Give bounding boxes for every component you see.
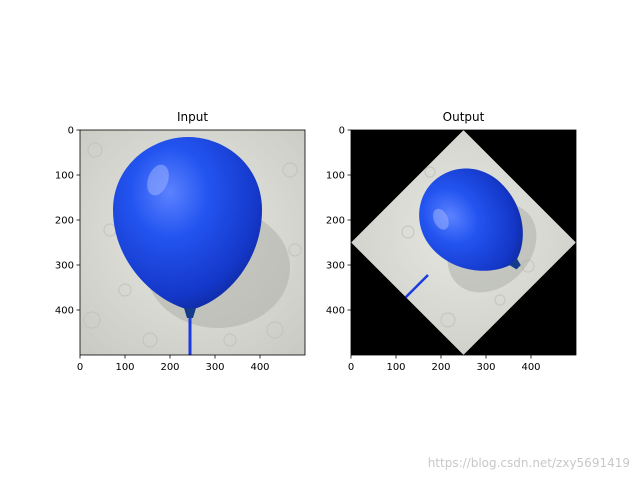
output-xtick-label: 100 bbox=[386, 362, 405, 373]
output-axis-ticks: 0 100 200 300 400 0 100 200 300 400 bbox=[326, 126, 541, 374]
input-panel: Input 0 100 200 300 400 0 100 200 300 400 bbox=[55, 110, 306, 374]
input-ytick-label: 0 bbox=[68, 126, 74, 137]
input-xtick-label: 100 bbox=[115, 362, 134, 373]
input-ytick-label: 100 bbox=[55, 171, 74, 182]
output-xtick-label: 200 bbox=[431, 362, 450, 373]
output-frame bbox=[350, 129, 577, 356]
input-xtick-label: 400 bbox=[250, 362, 269, 373]
input-xtick-label: 200 bbox=[160, 362, 179, 373]
output-panel: Output 0 100 200 300 400 0 100 200 300 400 bbox=[326, 110, 577, 374]
output-title: Output bbox=[443, 110, 485, 124]
output-ytick-label: 300 bbox=[326, 261, 345, 272]
output-xtick-label: 300 bbox=[476, 362, 495, 373]
input-frame bbox=[79, 129, 306, 356]
output-ytick-label: 100 bbox=[326, 171, 345, 182]
input-xtick-label: 0 bbox=[77, 362, 83, 373]
input-title: Input bbox=[177, 110, 208, 124]
input-ytick-label: 200 bbox=[55, 216, 74, 227]
watermark: https://blog.csdn.net/zxy5691419 bbox=[428, 456, 630, 470]
output-xtick-label: 400 bbox=[521, 362, 540, 373]
input-ytick-label: 400 bbox=[55, 306, 74, 317]
output-ytick-label: 200 bbox=[326, 216, 345, 227]
output-ytick-label: 400 bbox=[326, 306, 345, 317]
input-ytick-label: 300 bbox=[55, 261, 74, 272]
input-image bbox=[80, 130, 305, 355]
output-xtick-label: 0 bbox=[348, 362, 354, 373]
input-xtick-label: 300 bbox=[205, 362, 224, 373]
output-image bbox=[351, 130, 576, 355]
output-ytick-label: 0 bbox=[339, 126, 345, 137]
input-axis-ticks: 0 100 200 300 400 0 100 200 300 400 bbox=[55, 126, 270, 374]
